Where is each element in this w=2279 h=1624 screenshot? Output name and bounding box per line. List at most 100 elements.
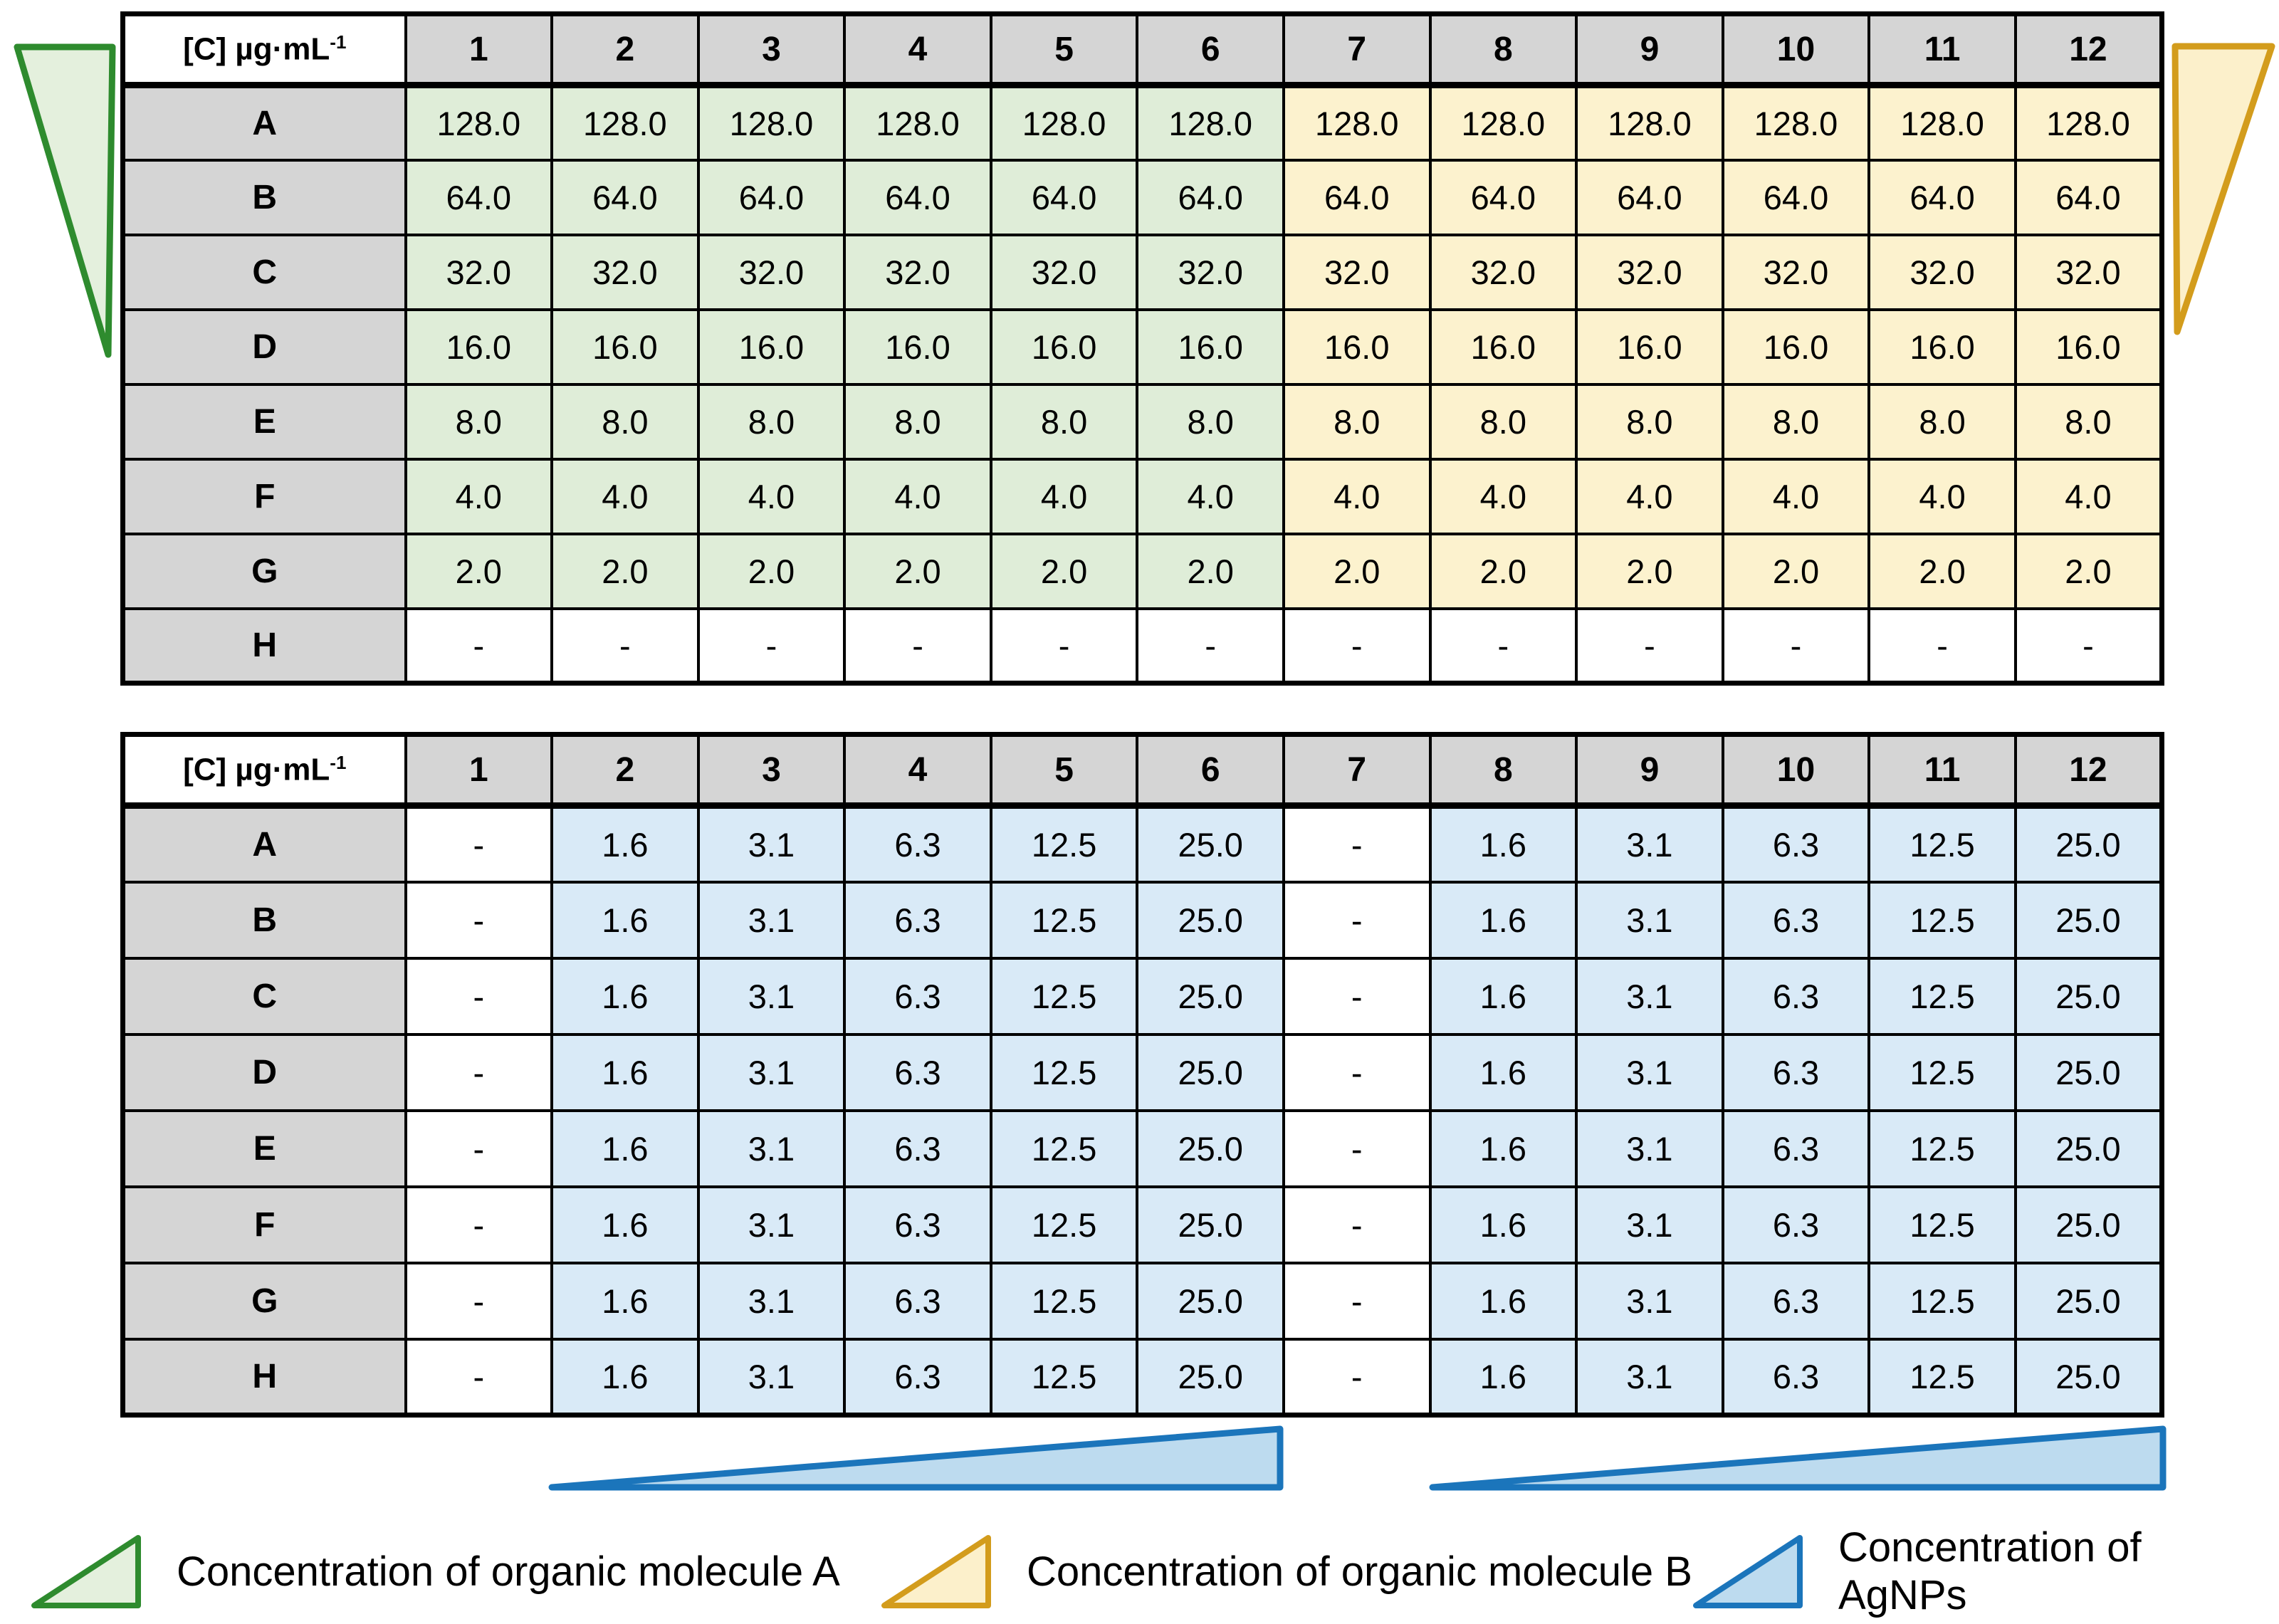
column-header-row: [C] µg·mL-1 1 2 3 4 5 6 7 8 9 10 11 12 <box>121 12 2164 88</box>
row-label-C: C <box>121 233 407 311</box>
well-cell: 6.3 <box>843 956 992 1036</box>
well-cell: 128.0 <box>1867 83 2017 162</box>
column-header-5: 5 <box>989 12 1139 88</box>
well-cell: 32.0 <box>1282 233 1432 311</box>
well-cell: 6.3 <box>843 1261 992 1341</box>
well-cell: - <box>404 1109 554 1188</box>
well-cell: 128.0 <box>1282 83 1432 162</box>
well-cell: - <box>550 607 700 685</box>
well-cell: 6.3 <box>1721 804 1871 884</box>
well-cell: - <box>1282 607 1432 685</box>
row-label-D: D <box>121 308 407 386</box>
well-cell: 1.6 <box>1428 956 1578 1036</box>
column-header-12: 12 <box>2013 12 2164 88</box>
well-cell: 64.0 <box>989 158 1139 236</box>
well-cell: 25.0 <box>2013 1261 2164 1341</box>
well-cell: 4.0 <box>1428 457 1578 535</box>
well-cell: - <box>404 1261 554 1341</box>
unit-label: [C] µg·mL <box>183 31 330 67</box>
well-cell: 25.0 <box>2013 1109 2164 1188</box>
column-header-4: 4 <box>843 12 992 88</box>
well-cell: 12.5 <box>1867 1185 2017 1264</box>
well-cell: 25.0 <box>2013 1337 2164 1417</box>
well-cell: 8.0 <box>989 382 1139 461</box>
well-cell: - <box>404 880 554 960</box>
well-cell: 128.0 <box>1428 83 1578 162</box>
well-cell: 3.1 <box>1575 1032 1724 1112</box>
well-cell: 2.0 <box>550 532 700 610</box>
well-cell: 16.0 <box>1867 308 2017 386</box>
well-cell: 12.5 <box>1867 1109 2017 1188</box>
well-cell: 12.5 <box>1867 1261 2017 1341</box>
agnps-gradient-ramp-left-icon <box>548 1425 1284 1491</box>
well-cell: 16.0 <box>989 308 1139 386</box>
well-cell: 128.0 <box>2013 83 2164 162</box>
well-cell: 2.0 <box>404 532 554 610</box>
well-cell: 1.6 <box>1428 1261 1578 1341</box>
well-cell: 64.0 <box>1721 158 1871 236</box>
well-cell: 8.0 <box>1282 382 1432 461</box>
well-cell: 8.0 <box>404 382 554 461</box>
concentration-unit-header: [C] µg·mL-1 <box>121 12 407 88</box>
plate-row-E: E 8.0 8.0 8.0 8.0 8.0 8.0 8.0 8.0 8.0 8.0 8.0 8.0 <box>121 382 2164 461</box>
well-cell: 6.3 <box>1721 1109 1871 1188</box>
plate-row-H: H------------ <box>121 607 2164 685</box>
well-cell: 3.1 <box>696 1109 847 1188</box>
row-label-F: F <box>121 457 407 535</box>
well-cell: 25.0 <box>1136 956 1285 1036</box>
well-cell: 1.6 <box>550 1261 700 1341</box>
well-cell: 32.0 <box>404 233 554 311</box>
well-cell: 4.0 <box>843 457 992 535</box>
row-label-C: C <box>121 956 407 1036</box>
well-cell: 32.0 <box>2013 233 2164 311</box>
green-triangle-icon <box>31 1535 141 1608</box>
column-header-9: 9 <box>1575 12 1724 88</box>
well-cell: 128.0 <box>550 83 700 162</box>
legend-item-organic-molecule-b: Concentration of organic molecule B <box>877 1525 1692 1618</box>
well-cell: - <box>404 607 554 685</box>
well-cell: 4.0 <box>989 457 1139 535</box>
well-cell: 25.0 <box>2013 1032 2164 1112</box>
well-cell: 25.0 <box>1136 804 1285 884</box>
well-cell: 4.0 <box>1575 457 1724 535</box>
well-cell: 64.0 <box>1282 158 1432 236</box>
well-cell: - <box>1282 880 1432 960</box>
row-label-H: H <box>121 1337 407 1417</box>
unit-label: [C] µg·mL <box>183 752 330 787</box>
column-header-1: 1 <box>404 12 554 88</box>
well-cell: 3.1 <box>696 1337 847 1417</box>
well-cell: 12.5 <box>989 880 1139 960</box>
well-cell: 25.0 <box>2013 804 2164 884</box>
row-label-A: A <box>121 804 407 884</box>
unit-exponent: -1 <box>330 751 347 773</box>
yellow-triangle-icon <box>881 1535 991 1608</box>
well-cell: 6.3 <box>1721 1337 1871 1417</box>
plate-row-D: D 16.0 16.0 16.0 16.0 16.0 16.0 16.0 16.0 16.0 16.… <box>121 308 2164 386</box>
well-cell: 64.0 <box>1867 158 2017 236</box>
well-cell: 12.5 <box>989 1185 1139 1264</box>
well-cell: 2.0 <box>1867 532 2017 610</box>
well-cell: 64.0 <box>550 158 700 236</box>
well-cell: 4.0 <box>1282 457 1432 535</box>
row-label-B: B <box>121 158 407 236</box>
well-cell: - <box>1282 1109 1432 1188</box>
well-cell: 16.0 <box>550 308 700 386</box>
well-cell: 128.0 <box>1575 83 1724 162</box>
well-cell: 64.0 <box>404 158 554 236</box>
well-cell: 32.0 <box>1575 233 1724 311</box>
well-cell: 12.5 <box>989 1109 1139 1188</box>
concentration-unit-header: [C] µg·mL-1 <box>121 733 407 809</box>
well-cell: 12.5 <box>989 804 1139 884</box>
well-cell: 4.0 <box>1136 457 1285 535</box>
well-cell: 32.0 <box>1428 233 1578 311</box>
well-cell: 64.0 <box>696 158 847 236</box>
well-cell: 64.0 <box>1136 158 1285 236</box>
column-header-8: 8 <box>1428 12 1578 88</box>
legend-label: Concentration of organic molecule A <box>177 1548 840 1595</box>
well-cell: 1.6 <box>550 880 700 960</box>
row-label-G: G <box>121 532 407 610</box>
well-cell: 16.0 <box>1282 308 1432 386</box>
well-cell: 6.3 <box>843 1185 992 1264</box>
well-cell: 12.5 <box>1867 804 2017 884</box>
well-cell: 16.0 <box>2013 308 2164 386</box>
